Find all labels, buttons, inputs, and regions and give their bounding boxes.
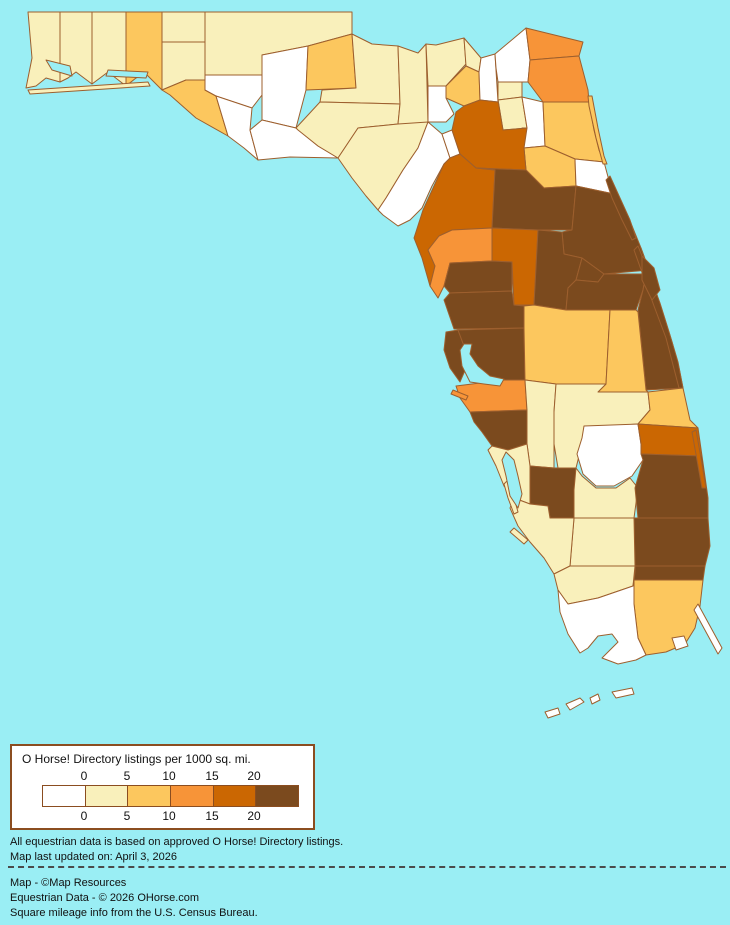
county-hernando (443, 260, 513, 294)
charlotte-harbor (501, 451, 523, 509)
data-source-note: All equestrian data is based on approved… (10, 836, 344, 848)
county-baker (494, 27, 531, 83)
data-credit: Equestrian Data - © 2026 OHorse.com (10, 892, 200, 904)
florida-key-3 (589, 693, 601, 705)
legend-swatch-2 (128, 786, 172, 806)
county-miami-dade (633, 579, 704, 656)
legend-swatch-0 (43, 786, 86, 806)
barrier-island-panhandle (27, 81, 151, 95)
barrier-island-sanibel (509, 527, 529, 545)
florida-key-1 (544, 707, 561, 719)
census-credit: Square mileage info from the U.S. Census… (10, 907, 258, 919)
county-escambia (25, 11, 61, 89)
county-duval (527, 55, 590, 103)
florida-key-2 (565, 697, 585, 711)
legend-swatch-4 (213, 786, 257, 806)
legend-box: O Horse! Directory listings per 1000 sq.… (10, 744, 315, 830)
tampa-bay (459, 343, 505, 387)
legend-tick: 20 (247, 769, 261, 783)
county-holmes (161, 11, 206, 43)
county-monroe (557, 579, 647, 665)
legend-swatch-3 (171, 786, 214, 806)
barrier-island-volusia (605, 175, 637, 241)
county-palm-beach (633, 517, 711, 567)
dashed-divider (8, 866, 726, 868)
county-okeechobee (576, 423, 644, 487)
barrier-island-treasure-coast (691, 429, 707, 489)
legend-tick: 0 (80, 769, 88, 783)
county-alachua (451, 99, 528, 171)
legend-tick: 10 (162, 769, 176, 783)
legend-tick: 5 (123, 809, 131, 823)
legend-tick: 20 (247, 809, 261, 823)
county-hardee (524, 379, 557, 469)
county-glades (573, 467, 639, 519)
county-st-lucie (637, 423, 703, 457)
legend-ticks-top: 0 5 10 15 20 (12, 769, 313, 783)
choctawhatchee-bay (105, 69, 149, 79)
county-martin (634, 453, 709, 519)
key-island-oval (671, 635, 689, 651)
legend-tick: 15 (205, 809, 219, 823)
county-pasco (443, 290, 525, 330)
legend-title: O Horse! Directory listings per 1000 sq.… (22, 752, 251, 766)
county-broward (633, 565, 706, 581)
key-biscayne-strip (693, 603, 723, 655)
county-jefferson (397, 43, 429, 125)
county-liberty (261, 45, 309, 129)
county-sarasota (469, 409, 528, 451)
legend-tick: 15 (205, 769, 219, 783)
legend-swatch-5 (256, 786, 299, 806)
florida-key-4 (611, 687, 635, 699)
map-credit: Map - ©Map Resources (10, 877, 127, 889)
pensacola-bay (45, 59, 73, 77)
merritt-island (641, 255, 661, 301)
legend-ticks-bottom: 0 5 10 15 20 (12, 809, 313, 823)
legend-tick: 10 (162, 809, 176, 823)
last-updated-note: Map last updated on: April 3, 2026 (10, 851, 177, 863)
county-polk (523, 304, 611, 385)
legend-tick: 5 (123, 769, 131, 783)
county-hendry (569, 517, 636, 567)
legend-tick: 0 (80, 809, 88, 823)
barrier-island-anna-maria (450, 389, 469, 401)
barrier-island-st-johns (587, 95, 608, 165)
legend-color-ramp (42, 785, 299, 807)
county-nassau (525, 27, 584, 61)
legend-swatch-1 (85, 786, 129, 806)
florida-county-map (25, 11, 723, 719)
